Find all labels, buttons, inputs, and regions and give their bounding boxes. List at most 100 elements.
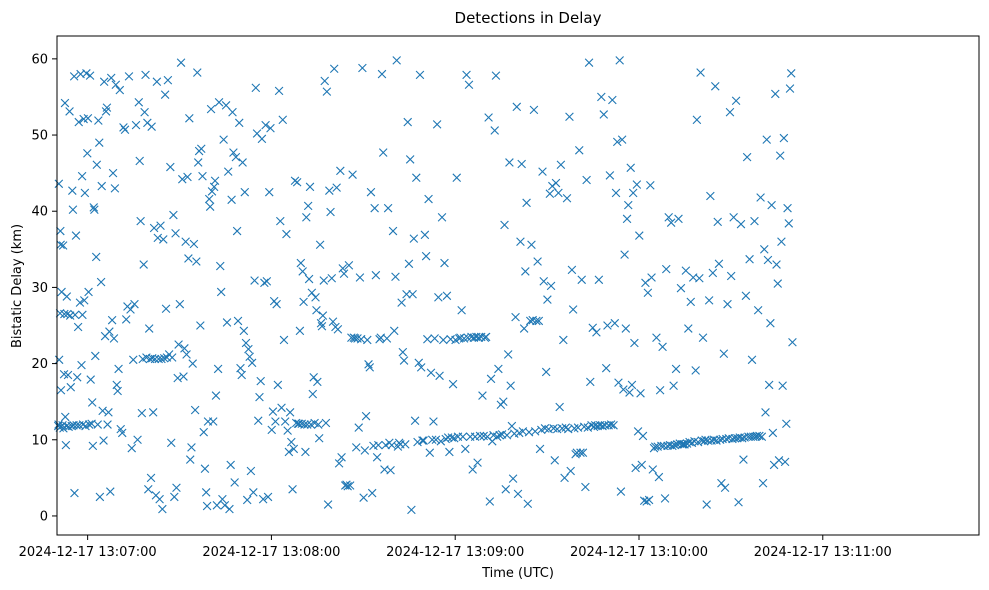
data-point bbox=[107, 315, 117, 325]
data-point bbox=[512, 102, 522, 112]
data-point bbox=[551, 178, 561, 188]
data-point bbox=[614, 378, 623, 387]
data-point bbox=[70, 488, 79, 498]
data-point bbox=[478, 391, 487, 400]
data-point bbox=[179, 372, 188, 381]
data-point bbox=[434, 293, 443, 302]
data-point bbox=[171, 229, 180, 238]
data-point bbox=[539, 277, 549, 286]
data-point bbox=[218, 494, 227, 504]
data-point bbox=[440, 258, 449, 268]
data-point bbox=[494, 364, 503, 374]
data-point bbox=[64, 422, 73, 432]
data-point bbox=[530, 427, 540, 436]
data-point bbox=[316, 318, 326, 328]
data-point bbox=[788, 337, 797, 347]
data-point bbox=[69, 72, 79, 81]
data-point bbox=[736, 219, 746, 229]
data-point bbox=[72, 373, 82, 382]
data-point bbox=[355, 273, 365, 282]
data-point bbox=[686, 297, 696, 307]
data-point bbox=[632, 180, 642, 189]
data-point bbox=[608, 95, 617, 105]
data-point bbox=[325, 186, 334, 195]
data-point bbox=[87, 398, 97, 407]
data-point bbox=[262, 277, 272, 286]
data-point bbox=[680, 440, 689, 449]
data-point bbox=[763, 255, 773, 265]
data-point bbox=[758, 478, 768, 488]
data-point bbox=[159, 353, 169, 363]
data-point bbox=[759, 245, 769, 254]
data-point bbox=[131, 120, 141, 130]
data-point bbox=[626, 163, 636, 173]
data-point bbox=[630, 338, 639, 348]
data-point bbox=[432, 120, 442, 129]
data-point bbox=[258, 494, 268, 504]
data-point bbox=[120, 125, 130, 134]
data-point bbox=[668, 441, 677, 451]
data-point bbox=[193, 158, 203, 167]
data-point bbox=[302, 420, 312, 429]
data-point bbox=[255, 392, 264, 402]
data-point bbox=[253, 416, 263, 426]
data-point bbox=[345, 481, 355, 490]
data-point bbox=[388, 226, 398, 236]
data-point bbox=[313, 420, 323, 429]
data-point bbox=[661, 264, 671, 274]
data-point bbox=[71, 231, 81, 240]
data-point bbox=[213, 364, 223, 374]
data-point bbox=[415, 70, 425, 80]
data-point bbox=[409, 234, 419, 243]
data-point bbox=[778, 381, 787, 390]
data-point bbox=[144, 324, 154, 333]
data-point bbox=[130, 299, 139, 309]
data-point bbox=[566, 466, 575, 476]
data-point bbox=[753, 305, 763, 315]
data-point bbox=[137, 408, 147, 418]
data-point bbox=[592, 328, 601, 337]
data-point bbox=[124, 72, 134, 81]
data-point bbox=[74, 117, 84, 127]
data-point bbox=[458, 432, 468, 442]
data-point bbox=[226, 460, 235, 470]
data-point bbox=[647, 273, 656, 282]
data-point bbox=[83, 113, 93, 123]
data-point bbox=[731, 96, 741, 106]
data-point bbox=[298, 267, 307, 276]
data-point bbox=[706, 191, 715, 201]
data-point bbox=[174, 340, 183, 349]
data-point bbox=[62, 292, 72, 301]
data-point bbox=[462, 70, 471, 80]
data-point bbox=[550, 456, 560, 465]
data-point bbox=[503, 350, 513, 359]
data-point bbox=[383, 203, 393, 213]
data-point bbox=[276, 216, 285, 226]
y-axis-title: Bistatic Delay (km) bbox=[10, 224, 25, 348]
data-point bbox=[371, 270, 381, 280]
data-point bbox=[426, 368, 436, 378]
data-point bbox=[323, 500, 333, 509]
data-point bbox=[133, 435, 142, 445]
data-point bbox=[223, 167, 233, 176]
data-point bbox=[169, 210, 178, 220]
data-point bbox=[636, 389, 645, 398]
data-point bbox=[474, 333, 484, 342]
data-point bbox=[54, 355, 64, 365]
data-point bbox=[643, 288, 653, 298]
data-point bbox=[642, 497, 651, 506]
data-point bbox=[109, 334, 119, 343]
data-point bbox=[729, 213, 738, 222]
data-point bbox=[586, 377, 595, 387]
data-point bbox=[486, 374, 496, 384]
data-point bbox=[562, 193, 572, 203]
data-point bbox=[755, 431, 764, 441]
data-point bbox=[448, 379, 458, 389]
data-point bbox=[247, 358, 257, 368]
data-point bbox=[499, 397, 508, 406]
data-point bbox=[761, 408, 770, 417]
data-point bbox=[617, 135, 627, 144]
data-point bbox=[529, 105, 539, 115]
data-point bbox=[287, 437, 296, 447]
data-point bbox=[611, 188, 621, 198]
